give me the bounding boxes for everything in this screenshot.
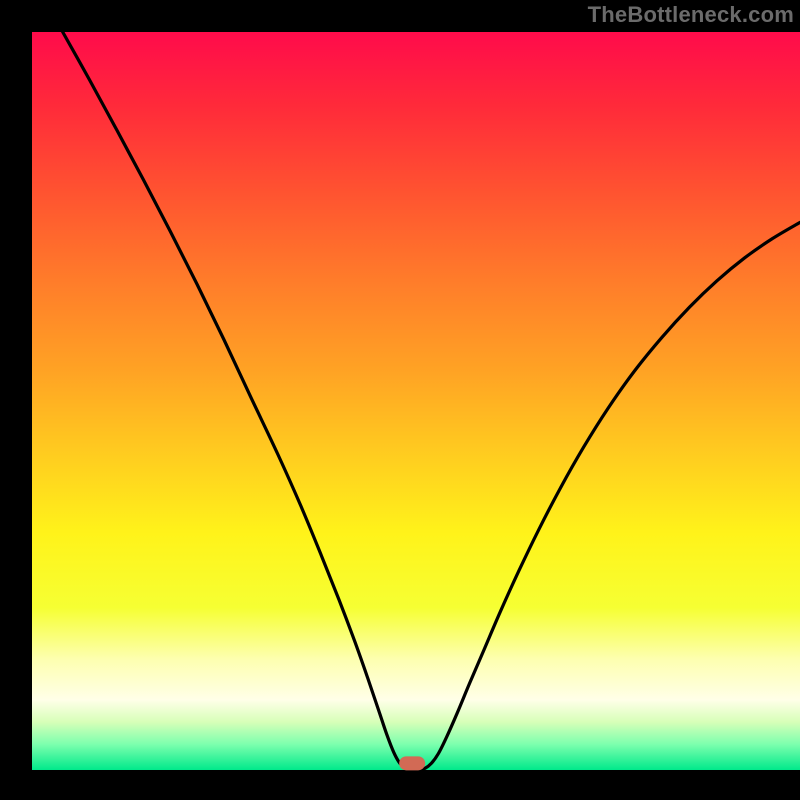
watermark-label: TheBottleneck.com xyxy=(588,2,794,28)
optimal-point-marker xyxy=(399,756,425,770)
chart-gradient-background xyxy=(32,32,800,770)
bottleneck-curve-chart xyxy=(0,0,800,800)
chart-container: TheBottleneck.com xyxy=(0,0,800,800)
